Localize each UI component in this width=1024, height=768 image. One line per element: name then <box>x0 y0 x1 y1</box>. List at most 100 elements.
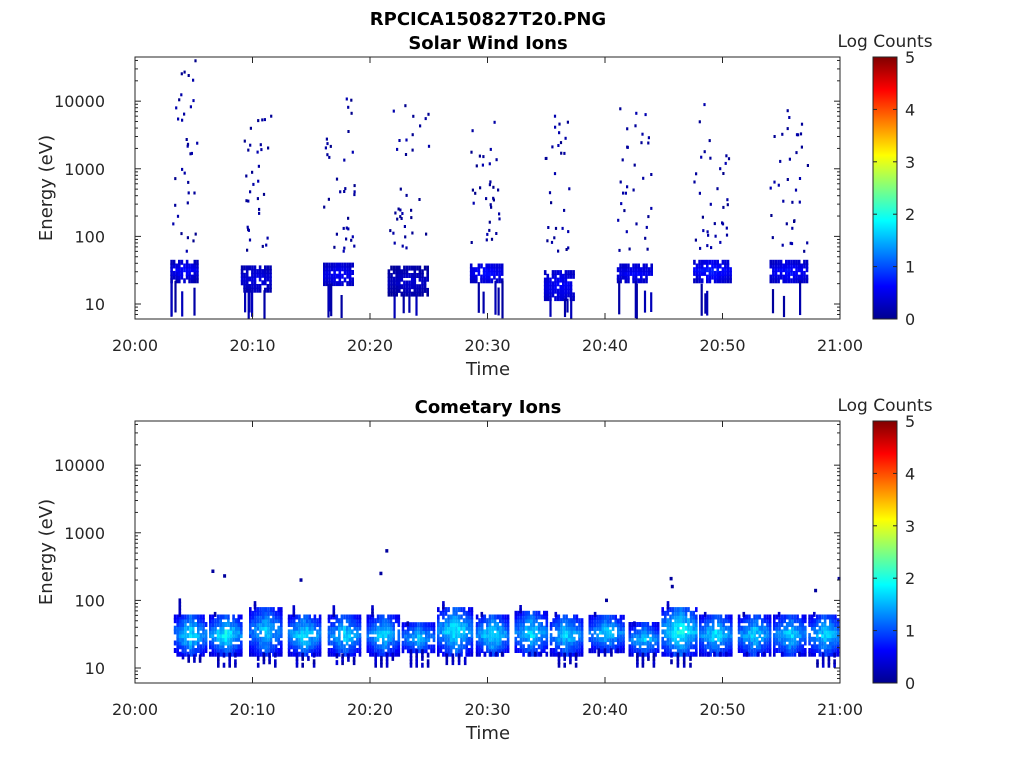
heatmap-cell <box>801 625 805 631</box>
heatmap-cell <box>716 274 719 280</box>
heatmap-cell <box>405 269 409 275</box>
heatmap-cell <box>637 278 640 284</box>
heatmap-cell <box>305 629 309 635</box>
heatmap-cell <box>834 622 837 627</box>
colorbar-tick-label: 1 <box>905 622 915 641</box>
heatmap-cell <box>335 177 339 181</box>
heatmap-cell <box>330 633 333 639</box>
heatmap-cell <box>254 648 257 653</box>
heatmap-cell <box>506 625 510 631</box>
heatmap-cell <box>636 655 639 661</box>
heatmap-cell <box>768 618 772 624</box>
heatmap-cell <box>415 659 418 665</box>
heatmap-cell <box>624 191 627 195</box>
heatmap-cell <box>190 151 193 155</box>
heatmap-cell <box>804 633 807 639</box>
heatmap-cell <box>748 614 751 620</box>
x-tick-label: 21:00 <box>817 700 863 719</box>
heatmap-cell <box>524 636 528 642</box>
heatmap-cell <box>178 270 181 276</box>
heatmap-cell <box>347 227 350 231</box>
heatmap-cell <box>264 265 267 271</box>
heatmap-cell <box>430 625 433 631</box>
heatmap-cell <box>185 263 189 269</box>
heatmap-cell <box>352 656 356 662</box>
heatmap-cell <box>679 618 683 624</box>
heatmap-cell <box>447 633 450 639</box>
heatmap-cell <box>468 629 471 635</box>
heatmap-cell <box>808 651 811 657</box>
heatmap-cell <box>646 640 650 646</box>
heatmap-cell <box>228 652 231 658</box>
heatmap-cell <box>190 267 194 273</box>
heatmap-cell <box>506 614 510 620</box>
heatmap-cell <box>189 651 192 657</box>
heatmap-cell <box>194 651 198 657</box>
heatmap-cell <box>813 636 816 642</box>
heatmap-cell <box>813 651 816 657</box>
heatmap-cell <box>701 636 705 642</box>
heatmap-cell <box>462 629 466 635</box>
heatmap-cell <box>395 280 398 286</box>
heatmap-cell <box>254 629 257 635</box>
heatmap-cell <box>193 287 196 316</box>
heatmap-cell <box>833 662 836 668</box>
heatmap-cell <box>730 633 733 639</box>
heatmap-cell <box>716 187 719 191</box>
heatmap-cell <box>782 263 785 269</box>
heatmap-cell <box>405 265 409 271</box>
heatmap-cell <box>197 629 200 635</box>
heatmap-cell <box>818 618 822 624</box>
heatmap-cell <box>626 185 629 189</box>
heatmap-cell <box>253 276 257 282</box>
heatmap-cell <box>217 652 220 658</box>
heatmap-cell <box>341 653 344 659</box>
heatmap-cell <box>256 651 260 657</box>
heatmap-cell <box>711 614 715 620</box>
heatmap-cell <box>358 648 362 653</box>
heatmap-cell <box>274 629 278 635</box>
heatmap-cell <box>408 273 411 278</box>
heatmap-cell <box>789 241 792 245</box>
heatmap-cell <box>545 610 549 616</box>
heatmap-cell <box>727 648 730 653</box>
heatmap-cell <box>269 607 273 613</box>
heatmap-cell <box>703 267 707 273</box>
heatmap-cell <box>189 614 192 620</box>
heatmap-cell <box>711 618 715 624</box>
heatmap-cell <box>836 644 840 650</box>
heatmap-cell <box>345 651 349 657</box>
heatmap-cell <box>414 633 418 639</box>
heatmap-cell <box>491 618 494 624</box>
heatmap-cell <box>469 267 473 273</box>
heatmap-cell <box>566 298 569 313</box>
heatmap-cell <box>495 651 498 657</box>
heatmap-cell <box>634 267 638 273</box>
heatmap-cell <box>439 629 443 635</box>
heatmap-cell <box>470 629 474 635</box>
heatmap-cell <box>598 622 602 628</box>
heatmap-cell <box>721 274 725 280</box>
heatmap-cell <box>498 274 501 280</box>
heatmap-cell <box>240 269 244 275</box>
heatmap-cell <box>724 274 727 280</box>
heatmap-cell <box>421 287 424 293</box>
heatmap-cell <box>549 277 552 283</box>
heatmap-cell <box>729 278 732 284</box>
heatmap-cell <box>780 648 784 653</box>
heatmap-cell <box>656 640 660 646</box>
heatmap-cell <box>519 640 523 646</box>
heatmap-cell <box>397 629 401 635</box>
heatmap-cell <box>421 269 424 275</box>
heatmap-cell <box>674 610 677 616</box>
heatmap-cell <box>692 625 695 631</box>
heatmap-cell <box>382 625 385 631</box>
heatmap-cell <box>567 625 571 631</box>
heatmap-cell <box>295 652 299 658</box>
heatmap-cell <box>777 274 780 280</box>
heatmap-cell <box>742 636 746 642</box>
heatmap-cell <box>588 622 592 628</box>
heatmap-cell <box>706 640 710 646</box>
heatmap-cell <box>457 614 461 620</box>
heatmap-cell <box>522 625 525 631</box>
